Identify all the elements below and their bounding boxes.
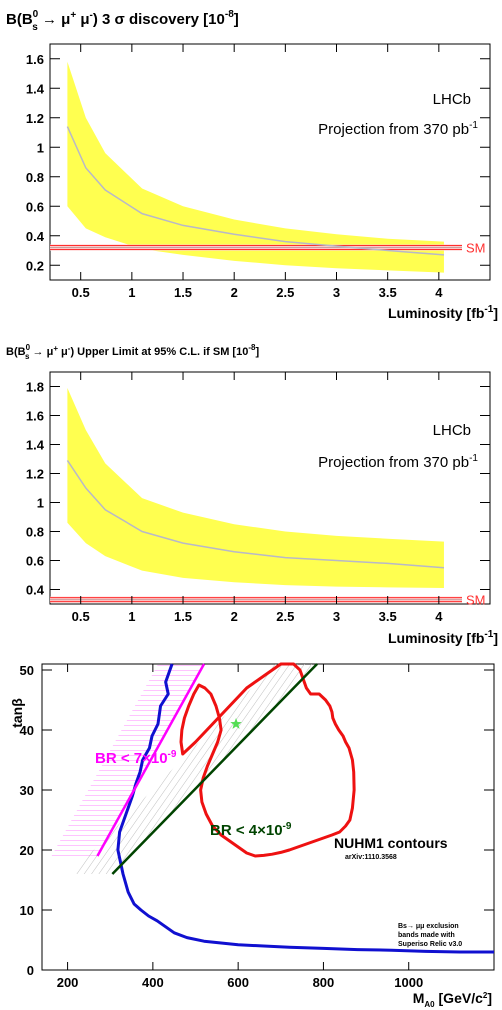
panel-3-hatch-layer xyxy=(51,664,318,874)
red-contour-line xyxy=(179,662,356,858)
panel-2-y-tick-label-1: 0.6 xyxy=(26,554,44,569)
panel-1-y-tick-label-3: 0.8 xyxy=(26,170,44,185)
panel-nuhm1: 200 400 600 800 1000 0 10 20 30 40 50 tanβ MA0 [Ge… xyxy=(9,662,495,1009)
panel-3-x-axis-label: MA0 [GeV/c2] xyxy=(413,990,492,1009)
panel-3-x-tick-label-2: 600 xyxy=(227,975,249,990)
panel-2-x-tick-label-1: 1 xyxy=(128,609,135,624)
panel-2-experiment-label: LHCb xyxy=(433,422,471,439)
panel-2-y-tick-label-0: 0.4 xyxy=(26,583,45,598)
br7-line xyxy=(96,663,206,857)
br4-hatch-band xyxy=(70,664,318,874)
panel-1-x-tick-label-0: 0.5 xyxy=(72,285,90,300)
panel-1-x-axis-label: Luminosity [fb-1] xyxy=(388,304,498,321)
panel-2-frame xyxy=(49,371,491,605)
panel-1-y-tick-label-1: 0.4 xyxy=(26,229,45,244)
panel-2-y-tick-label-5: 1.4 xyxy=(26,438,45,453)
panel-3-x-tick-label-4: 1000 xyxy=(394,975,423,990)
panel-3-lines-layer xyxy=(96,662,494,954)
panel-2-median-line xyxy=(66,460,445,569)
panel-2-y-tick-label-4: 1.2 xyxy=(26,467,44,482)
panel-2-y-tick-label-7: 1.8 xyxy=(26,380,44,395)
panel-1-y-tick-label-0: 0.2 xyxy=(26,258,44,273)
panel-1-y-tick-label-7: 1.6 xyxy=(26,52,44,67)
panel-3-y-tick-label-0: 0 xyxy=(27,963,34,978)
panel-2-band-layer: SM xyxy=(50,387,486,608)
br7-hatch-band xyxy=(51,664,205,856)
panel-2-projection-label: Projection from 370 pb-1 xyxy=(318,453,478,471)
panel-2-x-tick-label-6: 3.5 xyxy=(379,609,397,624)
exclusion-note-3: Superiso Relic v3.0 xyxy=(398,941,462,948)
panel-2-sm-label: SM xyxy=(466,593,486,608)
panel-2-uncertainty-band xyxy=(67,387,444,589)
panel-2-title: B(B0 s → μ+ μ-) Upper Limit at 95% C.L. i… xyxy=(6,343,259,361)
panel-2-ticks: 0.5 1 1.5 2 2.5 3 3.5 4 0.4 0.6 0.8 1 1.2 1.4 1.6 1.8 xyxy=(26,372,490,624)
panel-2-y-tick-label-3: 1 xyxy=(37,496,44,511)
panel-1-x-tick-label-6: 3.5 xyxy=(379,285,397,300)
panel-1-y-tick-label-4: 1 xyxy=(37,140,44,155)
panel-2-x-tick-label-0: 0.5 xyxy=(72,609,90,624)
panel-1-band-layer: SM xyxy=(50,61,486,273)
panel-1-x-tick-label-5: 3 xyxy=(333,285,340,300)
br4-line xyxy=(111,663,318,875)
panel-2-y-tick-label-2: 0.8 xyxy=(26,525,44,540)
panel-1-title: B(B0 s → μ+ μ-) 3 σ discovery [10-8] xyxy=(6,9,239,33)
exclusion-note-1: Bs→ μμ exclusion xyxy=(398,923,459,930)
panel-2-x-tick-label-3: 2 xyxy=(231,609,238,624)
panel-2-x-tick-label-4: 2.5 xyxy=(276,609,294,624)
best-fit-star xyxy=(230,718,242,729)
panel-3-y-tick-label-2: 20 xyxy=(20,843,34,858)
panel-2-x-tick-label-7: 4 xyxy=(435,609,443,624)
panel-1-uncertainty-band xyxy=(67,61,444,273)
blue-contour-line xyxy=(116,663,494,954)
panel-3-y-tick-label-3: 30 xyxy=(20,783,34,798)
panel-1-x-tick-label-1: 1 xyxy=(128,285,135,300)
panel-1-experiment-label: LHCb xyxy=(433,91,471,108)
panel-1-median-line xyxy=(66,126,445,256)
panel-1-x-tick-label-4: 2.5 xyxy=(276,285,294,300)
panel-3-y-tick-label-4: 40 xyxy=(20,723,34,738)
br7-label: BR < 7×10-9 xyxy=(95,749,177,767)
panel-upper-limit: B(B0 s → μ+ μ-) Upper Limit at 95% C.L. i… xyxy=(6,343,498,646)
panel-1-sm-label: SM xyxy=(466,241,486,256)
panel-2-x-tick-label-2: 1.5 xyxy=(174,609,192,624)
arxiv-label: arXiv:1110.3568 xyxy=(345,854,397,861)
panel-1-x-tick-label-7: 4 xyxy=(435,285,443,300)
panel-1-x-tick-label-3: 2 xyxy=(231,285,238,300)
panel-3-x-tick-label-3: 800 xyxy=(313,975,335,990)
contours-title: NUHM1 contours xyxy=(334,835,448,851)
panel-3-x-tick-label-0: 200 xyxy=(57,975,79,990)
panel-3-x-tick-label-1: 400 xyxy=(142,975,164,990)
panel-1-projection-label: Projection from 370 pb-1 xyxy=(318,120,478,138)
panel-2-x-tick-label-5: 3 xyxy=(333,609,340,624)
panel-1-frame xyxy=(49,43,491,281)
panel-1-ticks: 0.5 1 1.5 2 2.5 3 3.5 4 0.2 0.4 0.6 0.8 1 1.2 1.4 1.6 xyxy=(26,44,490,300)
panel-3-ticks: 200 400 600 800 1000 0 10 20 30 40 50 xyxy=(20,663,494,990)
panel-3-y-tick-label-5: 50 xyxy=(20,663,34,678)
panel-discovery: B(B0 s → μ+ μ-) 3 σ discovery [10-8] SM 0… xyxy=(6,9,498,321)
panel-2-x-axis-label: Luminosity [fb-1] xyxy=(388,629,498,646)
panel-1-y-tick-label-5: 1.2 xyxy=(26,111,44,126)
panel-3-y-tick-label-1: 10 xyxy=(20,903,34,918)
panel-1-x-tick-label-2: 1.5 xyxy=(174,285,192,300)
panel-1-y-tick-label-6: 1.4 xyxy=(26,81,45,96)
exclusion-note-2: bands made with xyxy=(398,932,455,939)
br4-label: BR < 4×10-9 xyxy=(210,821,292,839)
panel-3-y-axis-label: tanβ xyxy=(9,698,25,728)
panel-1-y-tick-label-2: 0.6 xyxy=(26,199,44,214)
panel-2-y-tick-label-6: 1.6 xyxy=(26,409,44,424)
